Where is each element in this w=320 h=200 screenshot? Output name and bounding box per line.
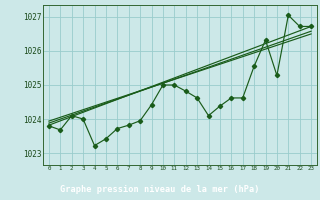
Text: Graphe pression niveau de la mer (hPa): Graphe pression niveau de la mer (hPa)	[60, 185, 260, 194]
